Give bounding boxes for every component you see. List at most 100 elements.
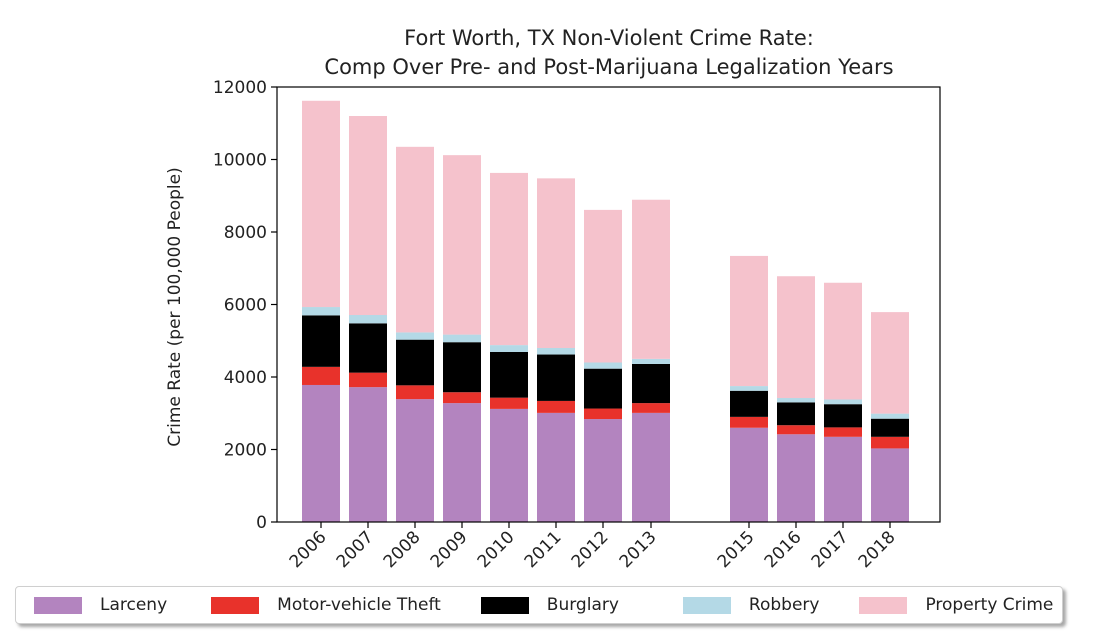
bar-2015-series-3 [730, 386, 768, 391]
legend: Larceny Motor-vehicle Theft Burglary Robber… [15, 586, 1063, 624]
legend-label: Motor-vehicle Theft [277, 595, 441, 615]
bar-2017-series-0 [824, 436, 862, 522]
bar-2006-series-0 [302, 384, 340, 522]
bar-2010-series-1 [490, 397, 528, 409]
legend-item: Burglary [480, 595, 619, 615]
y-tick-label: 2000 [224, 441, 267, 461]
y-ticks-group: 0 2000 4000 6000 8000 10000 12000 [213, 78, 277, 533]
plot-frame [276, 86, 941, 523]
x-tick-label: 2015 [714, 527, 759, 572]
bar-2013-series-3 [632, 358, 670, 364]
chart-subtitle: Comp Over Pre- and Post-Marijuana Legali… [324, 55, 893, 79]
chart: Fort Worth, TX Non-Violent Crime Rate: C… [165, 26, 941, 572]
y-tick-label: 4000 [224, 368, 267, 388]
bar-2010-series-3 [490, 345, 528, 352]
legend-item: Larceny [34, 595, 167, 615]
bar-2016-series-1 [777, 425, 815, 435]
bar-2008-series-1 [396, 385, 434, 400]
bar-2015-series-0 [730, 427, 768, 522]
x-tick-label: 2012 [568, 527, 613, 572]
bar-2016-series-4 [777, 276, 815, 399]
bar-2018-series-4 [871, 312, 909, 414]
bar-2016-series-2 [777, 402, 815, 426]
bar-2011-series-3 [537, 348, 575, 355]
y-tick-label: 10000 [213, 151, 267, 171]
bar-2015-series-2 [730, 390, 768, 417]
legend-swatch [682, 596, 731, 614]
bar-2018-series-2 [871, 418, 909, 437]
bar-2015-series-1 [730, 416, 768, 428]
x-tick-label: 2008 [380, 527, 425, 572]
bar-2011-series-2 [537, 354, 575, 401]
y-tick-label: 12000 [213, 78, 267, 98]
x-tick-label: 2017 [808, 527, 853, 572]
bar-2007-series-0 [349, 387, 387, 522]
bar-2018-series-0 [871, 448, 909, 522]
legend-label: Robbery [748, 595, 820, 615]
y-tick-label: 8000 [224, 223, 267, 243]
legend-label: Larceny [100, 595, 168, 615]
legend-swatch [34, 596, 82, 614]
bar-2012-series-1 [584, 408, 622, 420]
bar-2007-series-1 [349, 372, 387, 388]
x-tick-label: 2010 [474, 527, 519, 572]
bar-2006-series-1 [302, 366, 340, 385]
x-tick-label: 2006 [286, 527, 331, 572]
bar-2017-series-1 [824, 427, 862, 437]
bar-2016-series-3 [777, 398, 815, 403]
bar-2007-series-4 [349, 116, 387, 316]
x-tick-label: 2011 [521, 527, 566, 572]
bar-2012-series-4 [584, 209, 622, 363]
legend-item: Motor-vehicle Theft [211, 595, 441, 615]
bar-2013-series-2 [632, 363, 670, 404]
bar-2008-series-0 [396, 399, 434, 522]
bar-2018-series-1 [871, 436, 909, 449]
bar-2010-series-2 [490, 351, 528, 398]
bar-2018-series-3 [871, 413, 909, 419]
bar-2010-series-4 [490, 172, 528, 346]
bar-2008-series-3 [396, 332, 434, 340]
bar-2009-series-1 [443, 392, 481, 404]
bar-2009-series-2 [443, 342, 481, 393]
bar-2013-series-1 [632, 403, 670, 413]
bar-2012-series-2 [584, 368, 622, 409]
bar-2012-series-3 [584, 362, 622, 369]
legend-label: Burglary [546, 595, 619, 615]
bar-2009-series-0 [443, 403, 481, 522]
bar-2011-series-1 [537, 400, 575, 413]
bar-2011-series-4 [537, 178, 575, 348]
x-ticks-group: 2006 2007 2008 2009 2010 2011 2012 2013 2015 2016… [286, 522, 900, 572]
bar-2016-series-0 [777, 434, 815, 522]
bar-2011-series-0 [537, 412, 575, 522]
legend-item: Robbery [682, 595, 820, 615]
bar-2007-series-2 [349, 323, 387, 373]
x-tick-label: 2013 [616, 527, 661, 572]
legend-swatch [859, 596, 908, 614]
bar-2006-series-3 [302, 307, 340, 316]
bar-2012-series-0 [584, 419, 622, 522]
chart-title: Fort Worth, TX Non-Violent Crime Rate: [404, 26, 814, 50]
legend-swatch [211, 596, 260, 614]
y-tick-label: 0 [256, 513, 267, 533]
bar-2010-series-0 [490, 408, 528, 522]
bar-2009-series-4 [443, 155, 481, 335]
bar-2017-series-4 [824, 282, 862, 400]
bar-2006-series-2 [302, 315, 340, 367]
bars-group [302, 100, 909, 522]
bar-2013-series-0 [632, 412, 670, 522]
bar-2006-series-4 [302, 100, 340, 308]
x-tick-label: 2009 [427, 527, 472, 572]
bar-2008-series-4 [396, 146, 434, 333]
y-axis-label: Crime Rate (per 100,000 People) [165, 167, 185, 446]
legend-item: Property Crime [859, 595, 1053, 615]
bar-2017-series-3 [824, 399, 862, 405]
y-tick-label: 6000 [224, 296, 267, 316]
bar-2015-series-4 [730, 255, 768, 387]
x-tick-label: 2007 [333, 527, 378, 572]
x-tick-label: 2016 [761, 527, 806, 572]
bar-2013-series-4 [632, 199, 670, 359]
bar-2017-series-2 [824, 404, 862, 428]
legend-swatch [480, 596, 529, 614]
bar-2009-series-3 [443, 334, 481, 343]
bar-2008-series-2 [396, 339, 434, 386]
